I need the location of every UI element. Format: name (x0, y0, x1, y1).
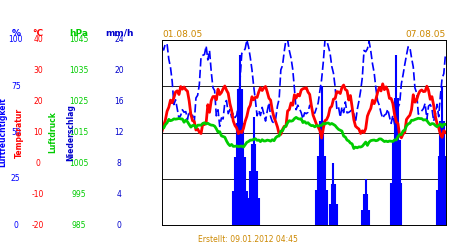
Text: Luftfeuchtigkeit: Luftfeuchtigkeit (0, 98, 8, 168)
Text: Erstellt: 09.01.2012 04:45: Erstellt: 09.01.2012 04:45 (198, 235, 297, 244)
Text: mm/h: mm/h (105, 28, 134, 38)
Text: 16: 16 (114, 97, 124, 106)
Text: 07.08.05: 07.08.05 (405, 30, 446, 39)
Text: 1045: 1045 (69, 36, 89, 44)
Text: 40: 40 (33, 36, 43, 44)
Text: Temperatur: Temperatur (15, 108, 24, 158)
Text: 100: 100 (9, 36, 23, 44)
Text: %: % (11, 28, 20, 38)
Text: 0: 0 (36, 159, 40, 168)
Text: 50: 50 (11, 128, 21, 137)
Text: Luftdruck: Luftdruck (49, 112, 58, 154)
Text: 20: 20 (114, 66, 124, 75)
Text: 25: 25 (11, 174, 21, 183)
Text: 24: 24 (114, 36, 124, 44)
Text: 1025: 1025 (69, 97, 88, 106)
Text: 10: 10 (33, 128, 43, 137)
Text: 995: 995 (72, 190, 86, 199)
Text: -20: -20 (32, 220, 45, 230)
Text: 4: 4 (117, 190, 122, 199)
Text: -10: -10 (32, 190, 45, 199)
Text: 20: 20 (33, 97, 43, 106)
Text: Niederschlag: Niederschlag (67, 104, 76, 161)
Text: 1005: 1005 (69, 159, 89, 168)
Text: 0: 0 (117, 220, 122, 230)
Text: 1015: 1015 (69, 128, 88, 137)
Text: 30: 30 (33, 66, 43, 75)
Text: hPa: hPa (69, 28, 88, 38)
Text: °C: °C (33, 28, 44, 38)
Text: 985: 985 (72, 220, 86, 230)
Text: 1035: 1035 (69, 66, 89, 75)
Text: 8: 8 (117, 159, 122, 168)
Text: 01.08.05: 01.08.05 (162, 30, 202, 39)
Text: 12: 12 (114, 128, 124, 137)
Text: 0: 0 (14, 220, 18, 230)
Text: 75: 75 (11, 82, 21, 91)
